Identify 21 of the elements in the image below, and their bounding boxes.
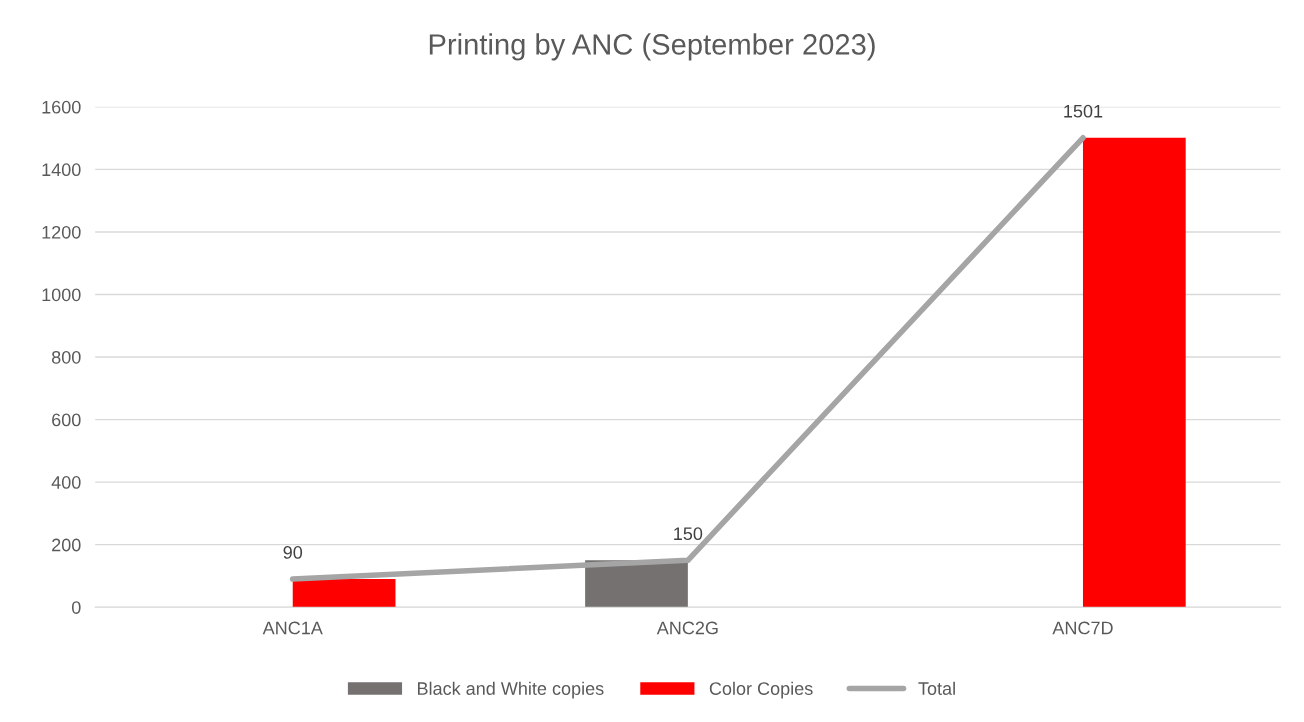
y-tick-label: 1200 [42, 225, 81, 239]
y-tick-label: 1600 [42, 100, 81, 114]
bar [1082, 137, 1186, 608]
legend-label: Black and White copies [417, 681, 604, 699]
legend-label: Total [918, 681, 955, 695]
y-tick-label: 200 [52, 538, 81, 552]
y-tick-label: 600 [52, 413, 81, 427]
chart-title: Printing by ANC (September 2023) [429, 33, 875, 61]
data-label: 1501 [1064, 104, 1103, 118]
x-tick-label: ANC2G [656, 621, 718, 635]
x-tick-label: ANC7D [1052, 621, 1113, 635]
y-tick-label: 400 [51, 476, 81, 489]
x-tick-label: ANC1A [262, 621, 323, 635]
data-label: 90 [283, 546, 303, 559]
y-tick-label: 800 [51, 350, 81, 364]
legend-label: Color Copies [709, 681, 813, 699]
bar [292, 579, 396, 608]
y-tick-label: 1000 [42, 288, 81, 302]
y-tick-label: 1400 [42, 163, 81, 177]
y-tick-label: 0 [71, 601, 81, 614]
data-label: 150 [674, 527, 703, 541]
